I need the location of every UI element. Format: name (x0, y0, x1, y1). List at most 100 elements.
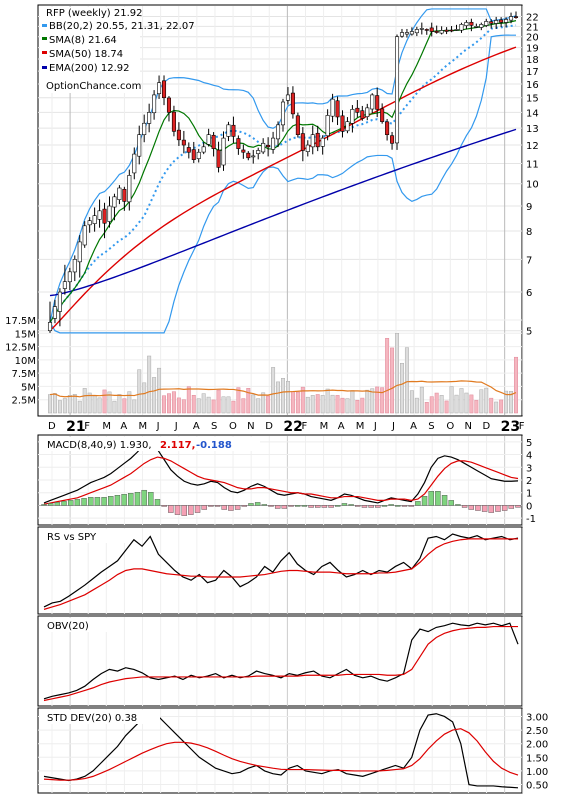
legend-sma50: SMA(50) 18.74 (49, 49, 123, 60)
macd-hist-bar (114, 495, 121, 506)
candle-body (57, 291, 62, 312)
candle-body (513, 16, 519, 18)
month-label: 22 (283, 419, 302, 435)
macd-hist-bar (355, 505, 361, 507)
macd-hist-bar (288, 505, 294, 507)
volume-bar (266, 395, 271, 414)
macd-hist-bar (274, 505, 281, 509)
macd-hist-bar (221, 505, 227, 510)
volume-bar (196, 398, 201, 414)
price-tick-label: 12 (526, 141, 539, 152)
candle-body (256, 150, 261, 155)
candle-body (231, 124, 236, 137)
candle-body (345, 121, 350, 132)
macd-hist-bar (321, 505, 328, 508)
candle-body (271, 137, 276, 150)
candle-body (112, 196, 117, 208)
volume-bar (390, 347, 395, 414)
candle-body (67, 271, 72, 283)
std-tick-label: 3.00 (526, 712, 548, 723)
bb-middle-line (49, 24, 517, 323)
macd-hist-bar (54, 502, 61, 506)
month-label: J (391, 421, 395, 432)
macd-hist-bar (268, 505, 274, 507)
month-label: M (356, 421, 365, 432)
macd-hist-bar (475, 505, 481, 511)
candle-body (97, 210, 102, 220)
price-tick-label: 8 (526, 227, 532, 238)
candle-body (157, 82, 162, 95)
volume-bar (449, 386, 454, 414)
month-label: J (373, 421, 377, 432)
macd-hist-bar (341, 503, 348, 506)
macd-hist-bar (488, 505, 494, 513)
chart-title: RFP (weekly) 21.92 (46, 8, 143, 19)
volume-bar (186, 386, 191, 414)
volume-bar (340, 397, 345, 414)
candle-body (479, 24, 484, 28)
macd-hist-bar (495, 505, 501, 512)
volume-bar (112, 400, 117, 414)
macd-hist-bar (81, 498, 87, 506)
candle-body (226, 124, 231, 137)
volume-bar (385, 338, 390, 414)
candle-body (142, 122, 147, 136)
volume-bar (419, 386, 424, 414)
volume-bar (181, 399, 186, 414)
price-tick-label: 17 (526, 67, 539, 78)
macd-tick-label: 5 (526, 438, 532, 449)
macd-hist-bar (461, 505, 468, 508)
macd-hist-bar (481, 505, 488, 512)
macd-hist-bar (161, 505, 167, 507)
candle-body (464, 22, 469, 26)
volume-bar (48, 394, 52, 414)
month-label: D (48, 421, 56, 432)
price-tick-label: 7 (526, 255, 532, 266)
volume-tick-label: 7.5M (11, 369, 36, 380)
macd-hist-bar (441, 495, 448, 506)
candle-body (370, 94, 375, 110)
legend-swatch-ema200 (42, 66, 47, 69)
std-series-line (43, 713, 519, 789)
month-label: F (84, 421, 90, 432)
macd-hist-bar (348, 504, 354, 506)
candle-body (439, 30, 444, 34)
volume-bars (48, 333, 518, 414)
volume-bar (201, 393, 206, 414)
legend-ema200: EMA(200) 12.92 (49, 63, 129, 74)
macd-hist-label: -0.188 (196, 440, 232, 451)
candle-body (489, 21, 494, 24)
candle-body (280, 101, 286, 126)
candle-body (385, 121, 390, 136)
candle-body (325, 115, 330, 137)
macd-hist-bar (181, 505, 187, 516)
macd-hist-bar (435, 491, 441, 506)
candle-body (72, 259, 77, 273)
volume-bar (122, 398, 127, 414)
candle-body (246, 152, 251, 159)
volume-tick-label: 15M (15, 329, 36, 340)
macd-hist-bar (128, 493, 134, 506)
macd-hist-bar (308, 505, 314, 508)
macd-hist-bar (388, 504, 394, 506)
volume-bar (162, 395, 166, 414)
candle-body (459, 24, 464, 31)
candle-body (335, 100, 340, 118)
volume-bar (226, 396, 231, 414)
price-tick-label: 22 (526, 13, 539, 24)
volume-bar (191, 395, 196, 414)
month-label: A (193, 421, 200, 432)
legend-swatch-bb (42, 24, 47, 27)
month-label: F (301, 421, 307, 432)
volume-tick-label: 12.5M (5, 343, 36, 354)
volume-tick-label: 17.5M (5, 316, 36, 327)
macd-hist-bar (194, 505, 201, 513)
candle-body (276, 124, 281, 140)
volume-bar (469, 394, 474, 414)
candle-body (355, 107, 360, 113)
macd-hist-bar (375, 505, 381, 508)
candle-body (509, 16, 514, 21)
macd-hist-bar (254, 502, 261, 506)
macd-hist-bar (68, 500, 74, 506)
obv-panel-frame (37, 615, 523, 707)
